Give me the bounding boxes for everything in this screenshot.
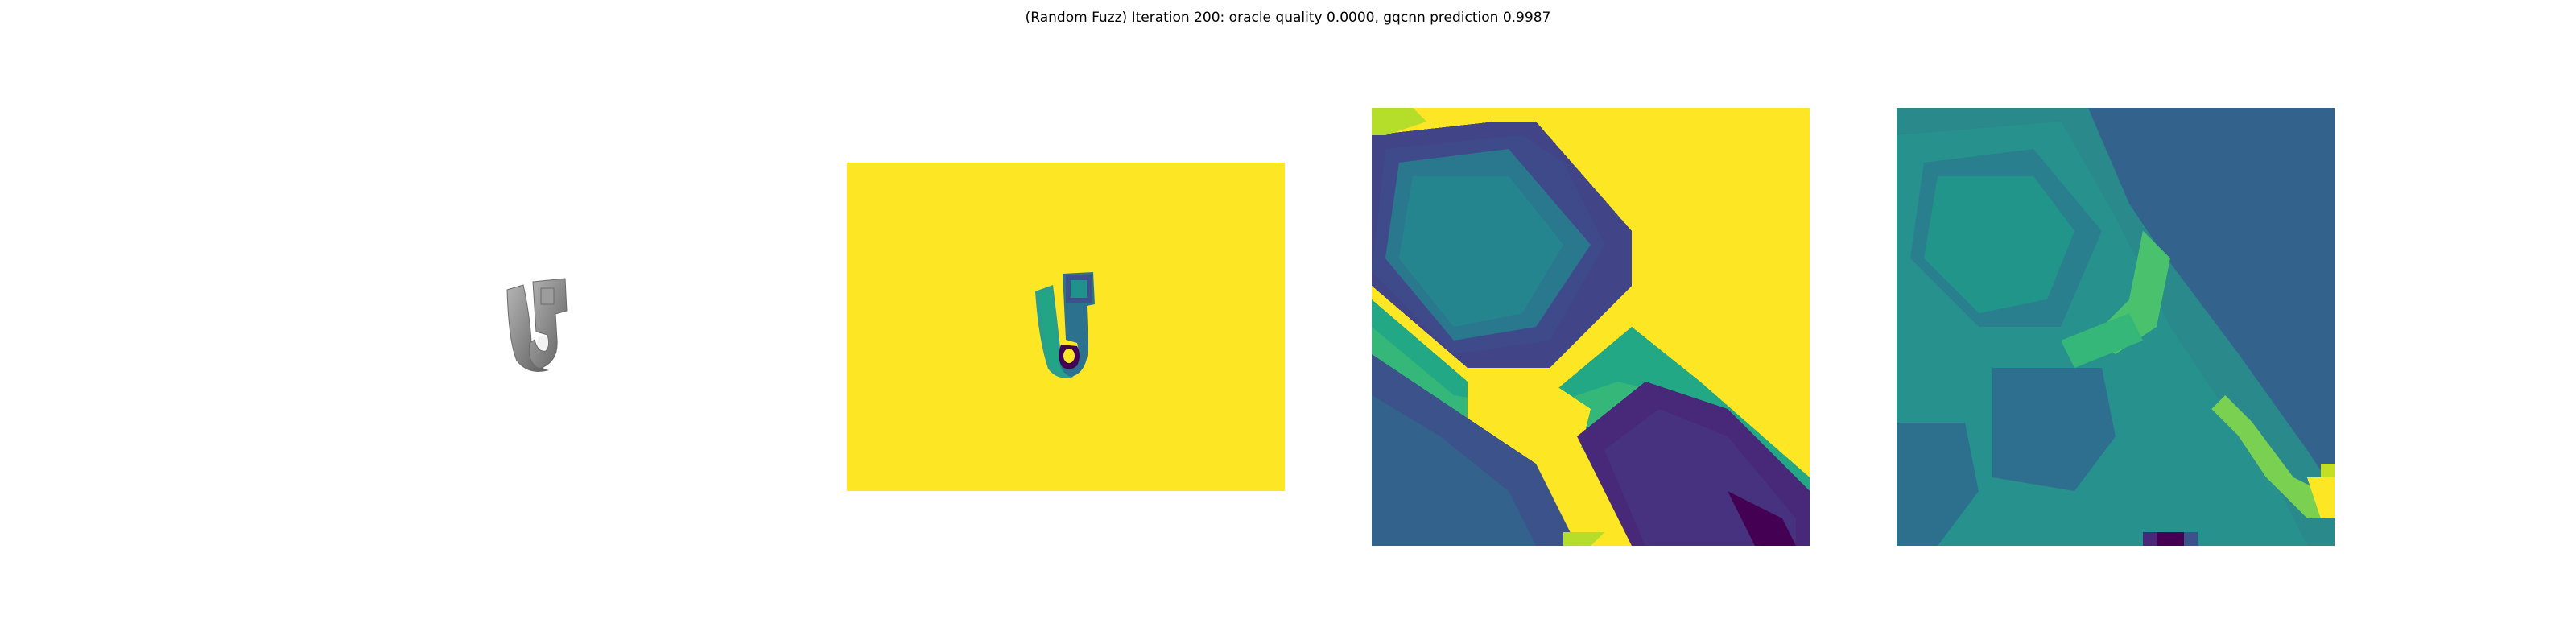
depth-image-panel (847, 163, 1285, 491)
depth-crop-panel (1372, 108, 1810, 546)
depth-crop (1372, 108, 1810, 546)
fuzzed-crop (1897, 108, 2334, 546)
figure-title: (Random Fuzz) Iteration 200: oracle qual… (1025, 10, 1551, 26)
object-render-panel (459, 266, 604, 386)
fuzzed-crop-panel (1897, 108, 2334, 546)
object-render (506, 278, 568, 372)
depth-image (847, 163, 1285, 491)
